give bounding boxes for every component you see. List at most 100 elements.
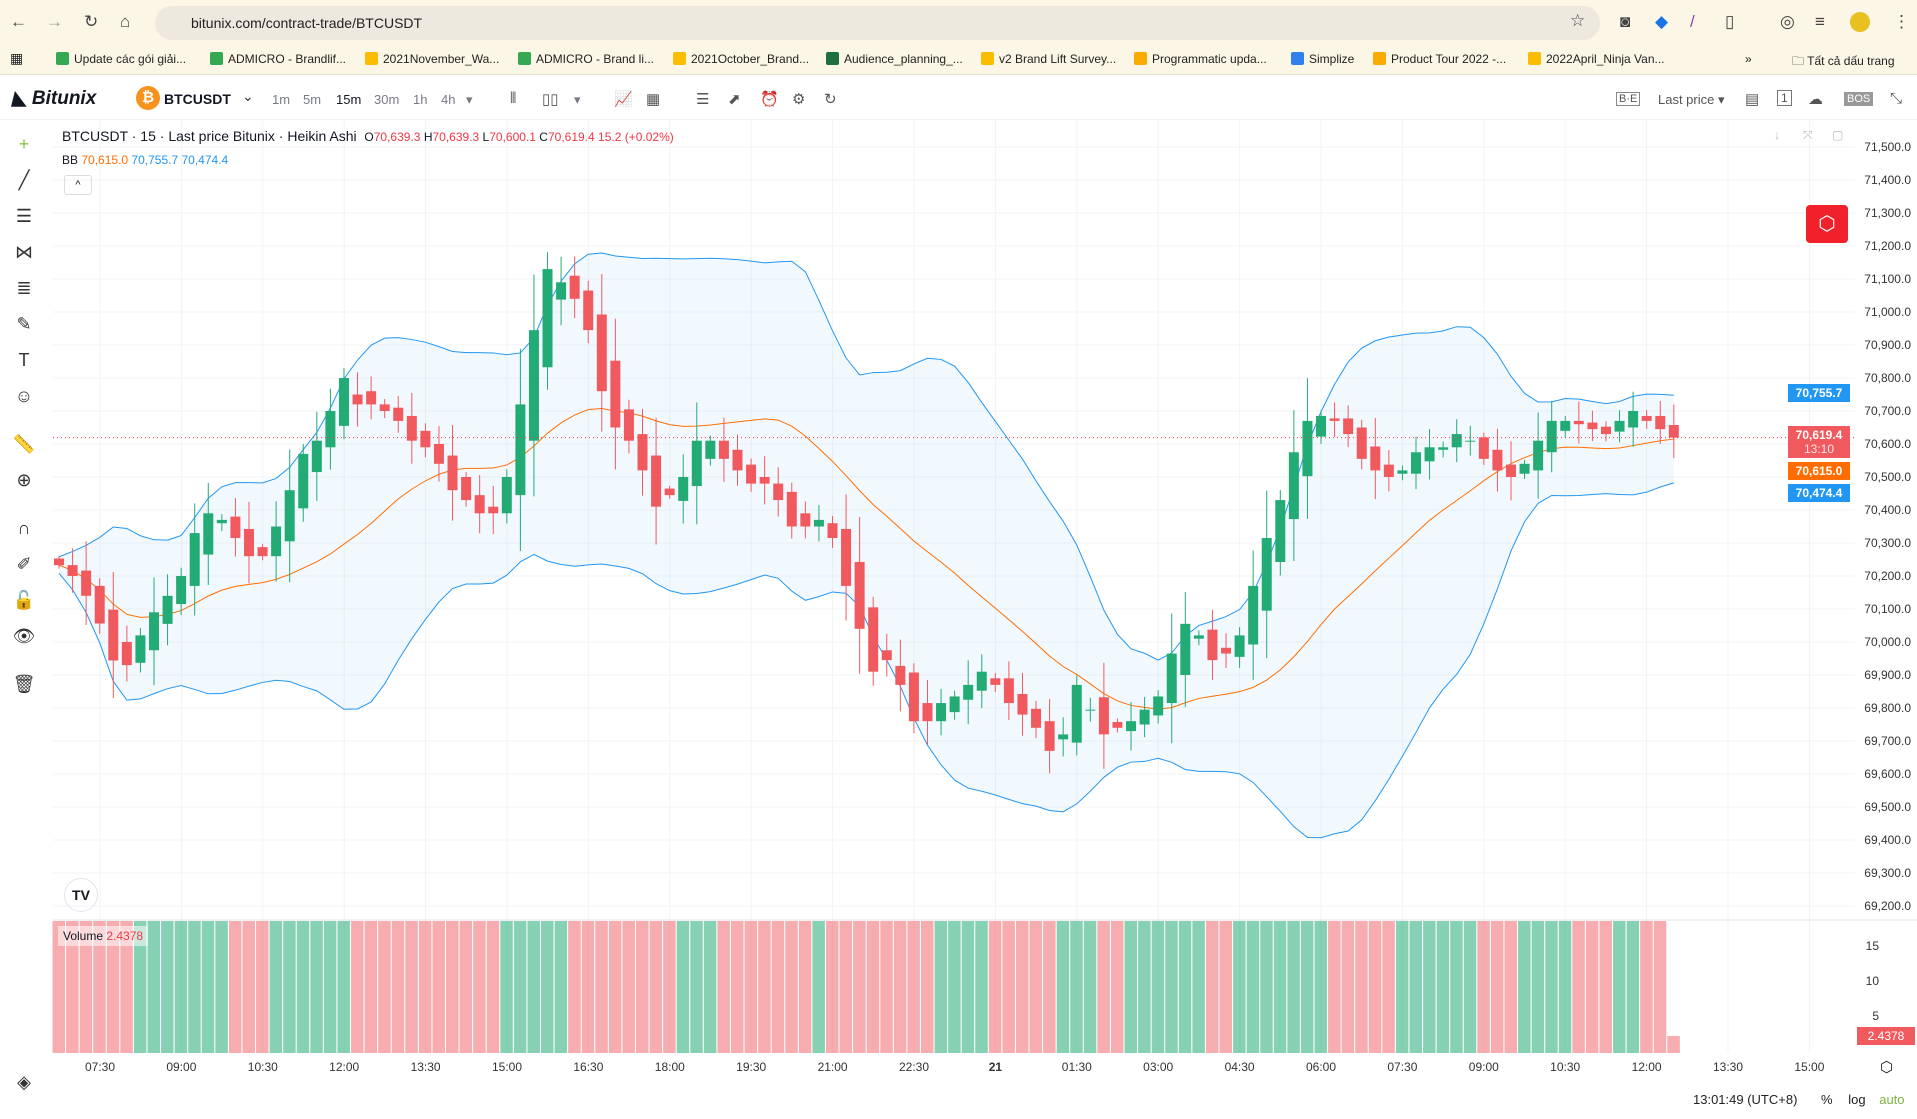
tradingview-logo[interactable]: TV (64, 878, 98, 912)
forward-icon[interactable]: → (46, 12, 63, 31)
star-icon[interactable]: ☆ (1570, 11, 1586, 30)
avatar[interactable] (1850, 12, 1870, 32)
settings-hex-icon[interactable]: ⬡ (1880, 1059, 1894, 1076)
address-bar[interactable]: bitunix.com/contract-trade/BTCUSDT (155, 6, 1600, 40)
camera-icon[interactable]: ◙ (1620, 12, 1631, 31)
candle-body (556, 282, 567, 300)
interval-1m[interactable]: 1m (272, 92, 291, 107)
price-tick: 70,100.0 (1864, 602, 1911, 616)
indicators-icon[interactable]: 📈 (614, 91, 633, 108)
bos-icon[interactable]: BOS (1844, 92, 1874, 106)
percent-toggle[interactable]: % (1821, 1092, 1833, 1107)
candle-body (583, 290, 594, 331)
refresh-icon[interactable]: ↻ (824, 91, 837, 108)
performance-icon[interactable]: ◎ (1780, 12, 1795, 31)
candle-body (325, 411, 336, 448)
volume-bar (1423, 921, 1436, 1053)
candle-body (664, 488, 675, 496)
reload-icon[interactable]: ↻ (84, 12, 99, 31)
auto-toggle[interactable]: auto (1879, 1092, 1905, 1107)
back-icon[interactable]: ← (10, 12, 27, 31)
crosshair-icon[interactable]: + (18, 134, 30, 154)
bookmark[interactable]: Product Tour 2022 -... (1373, 52, 1506, 66)
price-source-dropdown[interactable]: Last price ▾ (1658, 92, 1725, 107)
extension-icon[interactable]: ◆ (1655, 12, 1669, 31)
symbol-selector[interactable]: BTCUSDT (164, 91, 231, 107)
popout-icon[interactable]: ⬈ (728, 91, 741, 108)
bookmark[interactable]: ADMICRO - Brand li... (518, 52, 654, 66)
bookmark[interactable]: v2 Brand Lift Survey... (981, 52, 1116, 66)
candle-body (461, 477, 472, 501)
eye-icon[interactable]: 👁 (12, 626, 36, 646)
price-tick: 70,900.0 (1864, 338, 1911, 352)
layers-icon[interactable]: ◈ (17, 1072, 31, 1092)
lock-icon[interactable]: 🔓 (12, 590, 36, 610)
pattern-icon[interactable]: ⋈ (15, 242, 33, 262)
candle-body (773, 483, 784, 501)
interval-4h[interactable]: 4h (441, 92, 456, 107)
ruler-icon[interactable]: 📏 (12, 434, 36, 454)
trash-icon[interactable]: 🗑 (12, 674, 36, 694)
puzzle-icon[interactable]: ▯ (1725, 12, 1735, 31)
interval-30m[interactable]: 30m (374, 92, 400, 107)
magnet-icon[interactable]: ∩ (17, 518, 31, 538)
chevron-down-icon[interactable]: ⌄ (242, 88, 254, 104)
log-toggle[interactable]: log (1848, 1092, 1866, 1107)
cloud-icon[interactable]: ☁ (1808, 91, 1823, 108)
gear-icon[interactable]: ⚙ (792, 91, 806, 108)
home-icon[interactable]: ⌂ (120, 12, 131, 31)
comment-icon[interactable]: ▤ (1745, 91, 1760, 108)
more-bookmarks[interactable]: » (1745, 52, 1752, 66)
bookmark[interactable]: 2021November_Wa... (365, 52, 499, 66)
chart-type-dropdown[interactable]: ▾ (574, 92, 581, 107)
list-icon[interactable]: ☰ (696, 91, 710, 108)
bookmark[interactable]: 2022April_Ninja Van... (1528, 52, 1665, 66)
bookmark[interactable]: 2021October_Brand... (673, 52, 809, 66)
scroll-down-icon[interactable]: ↓ (1774, 128, 1780, 142)
collapse-icon[interactable]: ⤡ (1890, 90, 1903, 107)
chart-type-icon[interactable]: ▯▯ (542, 91, 559, 108)
bookmark[interactable]: Simplize (1291, 52, 1354, 66)
bookmark[interactable]: Programmatic upda... (1134, 52, 1267, 66)
layout-icon[interactable]: ▦ (646, 91, 661, 108)
time-tick: 01:30 (1061, 1060, 1092, 1074)
text-icon[interactable]: T (18, 350, 30, 370)
all-bookmarks[interactable]: 🗀 Tất cả dấu trang (1792, 54, 1895, 68)
bookmark[interactable]: Update các gói giải... (56, 52, 186, 66)
menu-icon[interactable]: ⋮ (1893, 12, 1910, 31)
volume-bar (1002, 921, 1015, 1053)
media-icon[interactable]: ≡ (1815, 12, 1825, 31)
brush-icon[interactable]: ✎ (16, 314, 32, 334)
bb-legend[interactable]: BB 70,615.0 70,755.7 70,474.4 (62, 153, 228, 167)
logo: ◣ Bitunix (12, 88, 97, 109)
zoom-in-icon[interactable]: ⊕ (16, 470, 32, 490)
legend-title: BTCUSDT · 15 · Last price Bitunix · Heik… (62, 128, 357, 144)
cube-widget-icon[interactable]: ⬡ (1806, 205, 1848, 243)
candles-icon[interactable]: ⫴ (510, 90, 517, 107)
fullscreen-pane-icon[interactable]: ▢ (1832, 128, 1844, 142)
interval-5m[interactable]: 5m (303, 92, 322, 107)
collapse-legend-button[interactable]: ^ (64, 175, 92, 195)
maximize-pane-icon[interactable]: ⤧ (1803, 128, 1813, 142)
candle-body (1180, 623, 1191, 675)
lock-drawing-icon[interactable]: ✐ (16, 554, 32, 574)
emoji-icon[interactable]: ☺ (14, 386, 34, 406)
volume-bar (283, 921, 296, 1053)
bookmark[interactable]: Audience_planning_... (826, 52, 963, 66)
interval-dropdown[interactable]: ▾ (466, 92, 473, 107)
interval-1h[interactable]: 1h (413, 92, 428, 107)
bookmark[interactable]: ADMICRO - Brandlif... (210, 52, 346, 66)
order-book-icon[interactable]: B·E (1616, 92, 1641, 106)
candle-body (393, 407, 404, 421)
alarm-icon[interactable]: ⏰ (760, 91, 779, 108)
apps-icon[interactable]: ▦ (10, 50, 24, 66)
one-icon[interactable]: 1 (1777, 90, 1792, 106)
candle-body (1126, 721, 1137, 732)
volume-bar (1490, 921, 1504, 1053)
horizontal-lines-icon[interactable]: ☰ (15, 206, 33, 226)
trendline-icon[interactable]: ╱ (18, 170, 30, 190)
fib-icon[interactable]: ≣ (16, 278, 32, 298)
pen-extension-icon[interactable]: / (1690, 12, 1695, 31)
interval-15m[interactable]: 15m (336, 92, 362, 107)
